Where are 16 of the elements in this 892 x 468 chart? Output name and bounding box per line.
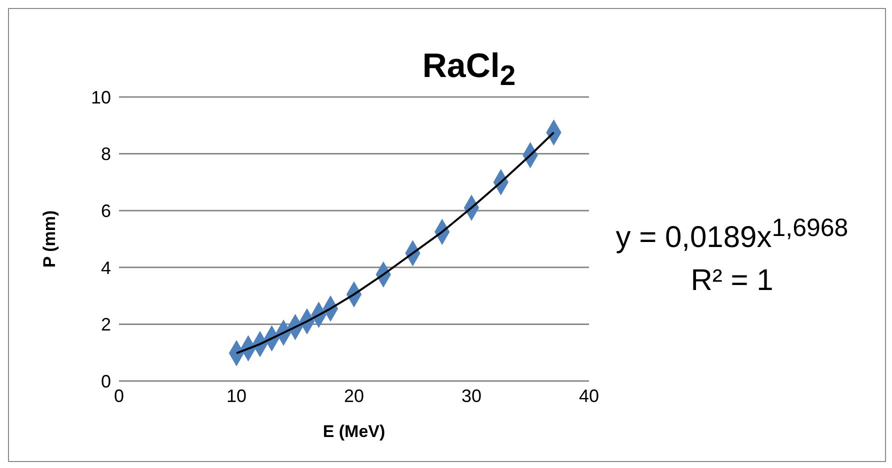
y-tick-label: 2 xyxy=(100,314,111,335)
y-tick-label: 10 xyxy=(90,87,111,108)
x-tick-label: 30 xyxy=(461,386,482,406)
y-tick-label: 6 xyxy=(100,200,111,221)
x-axis-title: E (MeV) xyxy=(322,422,386,441)
x-tick-label: 0 xyxy=(114,386,124,406)
y-tick-label: 8 xyxy=(100,144,111,164)
y-tick-label: 0 xyxy=(100,371,111,392)
y-axis-title: P (mm) xyxy=(40,210,60,268)
text: y = 0,0189x$^{1,6968}$ xyxy=(614,214,850,255)
x-tick-label: 40 xyxy=(578,386,600,406)
x-tick-label: 10 xyxy=(226,386,247,406)
text: R² = 1 xyxy=(690,264,774,298)
y-tick-label: 4 xyxy=(100,258,111,278)
chart-title: RaCl$_{2}$ xyxy=(421,47,517,93)
x-tick-label: 20 xyxy=(344,386,364,406)
